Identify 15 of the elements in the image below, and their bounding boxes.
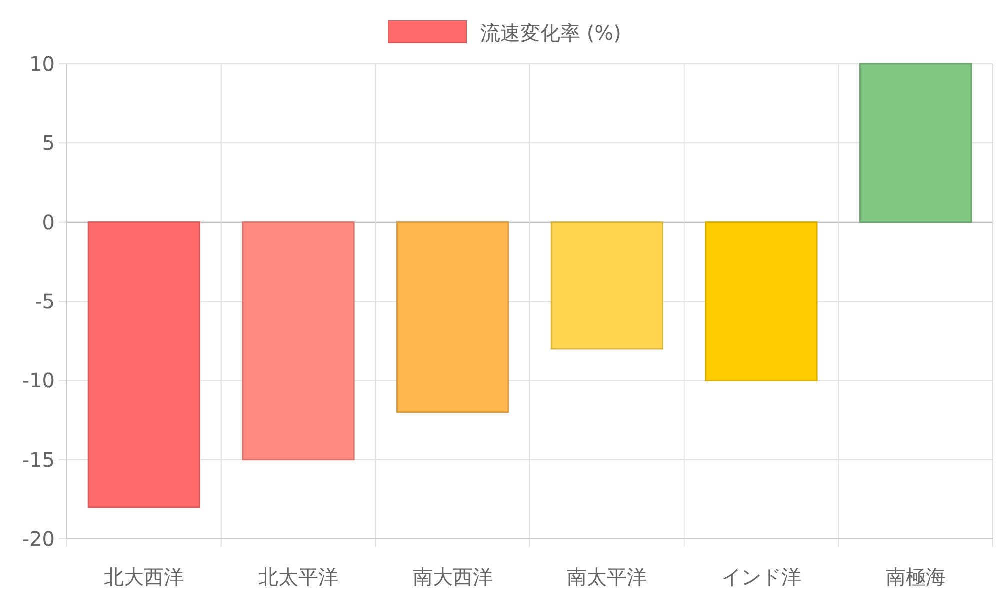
legend: 流速変化率 (%): [388, 20, 622, 45]
y-tick-label: -10: [22, 368, 55, 393]
x-tick-label: 北太平洋: [258, 565, 338, 589]
x-tick-label: 南大西洋: [412, 565, 493, 589]
x-tick-label: 南太平洋: [567, 565, 648, 589]
y-tick-label: 0: [42, 210, 55, 234]
legend-label: 流速変化率 (%): [480, 21, 622, 45]
x-tick-label: 北大西洋: [104, 565, 184, 589]
y-tick-label: 5: [42, 131, 55, 156]
x-tick-label: 南極海: [886, 565, 946, 589]
y-tick-label: -15: [22, 448, 55, 472]
y-tick-label: -20: [22, 527, 55, 551]
x-tick-label: インド洋: [722, 565, 802, 589]
y-tick-label: 10: [30, 52, 55, 76]
y-tick-label: -5: [35, 290, 55, 314]
